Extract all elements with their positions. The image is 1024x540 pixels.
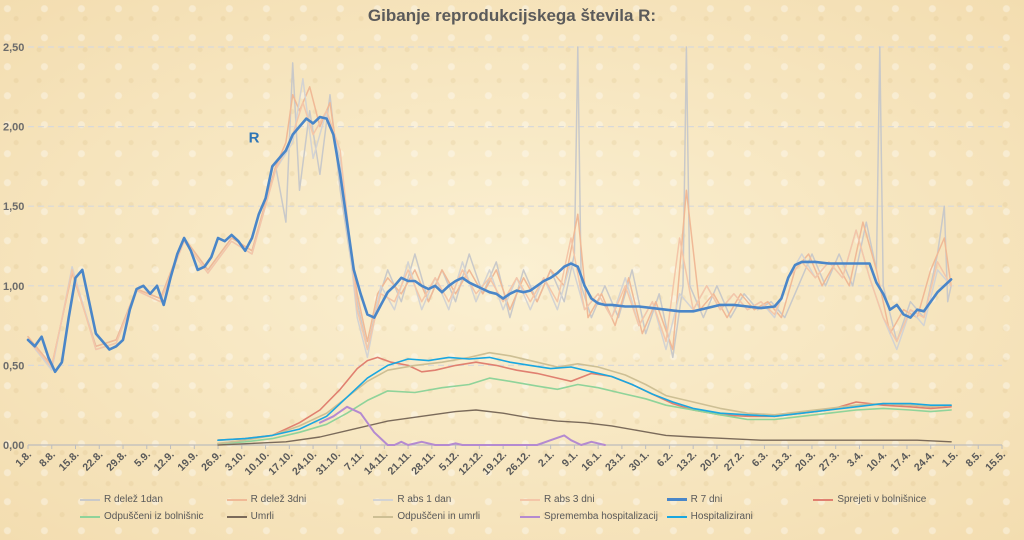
y-tick-label: 2,00	[3, 122, 24, 134]
legend-label: Sprememba hospitalizacij	[544, 511, 658, 522]
series-line	[318, 405, 606, 446]
x-tick-label: 22.8.	[80, 449, 105, 474]
x-tick-label: 28.11.	[409, 449, 438, 478]
legend-item: R abs 3 dni	[520, 494, 667, 505]
y-tick-label: 1,50	[3, 201, 24, 213]
legend-item: R 7 dni	[666, 494, 814, 505]
x-tick-label: 19.9.	[175, 449, 200, 474]
legend-item: Hospitalizirani	[666, 511, 814, 522]
x-tick-label: 12.12.	[456, 449, 485, 478]
r-annotation: R	[249, 130, 260, 147]
series-line	[27, 86, 952, 367]
legend-label: R 7 dni	[690, 494, 723, 505]
legend-swatch	[80, 498, 100, 501]
x-tick-label: 14.11.	[362, 449, 391, 478]
x-tick-label: 6.2.	[655, 449, 676, 470]
x-tick-label: 26.12.	[504, 449, 533, 478]
legend-label: R delež 1dan	[104, 494, 163, 505]
x-tick-label: 3.4.	[845, 449, 866, 470]
series-line	[27, 101, 952, 368]
legend-swatch	[80, 515, 100, 518]
legend-swatch	[226, 515, 247, 518]
x-tick-label: 8.8.	[37, 449, 58, 470]
x-tick-label: 16.1.	[579, 449, 604, 474]
chart-legend: R delež 1dan R delež 3dni R abs 1 dan R abs…	[80, 494, 960, 522]
y-tick-label: 0,50	[3, 360, 24, 372]
legend-label: R abs 3 dni	[544, 494, 595, 505]
x-tick-label: 19.12.	[480, 449, 509, 478]
x-tick-label: 2.1.	[536, 449, 557, 470]
legend-label: Odpuščeni in umrli	[397, 511, 481, 522]
legend-swatch	[520, 515, 540, 518]
legend-item: Sprememba hospitalizacij	[520, 511, 667, 522]
x-tick-label: 15.5.	[983, 449, 1008, 474]
legend-label: Odpuščeni iz bolnišnic	[104, 511, 204, 522]
x-tick-label: 13.2.	[674, 449, 699, 474]
legend-item: R abs 1 dan	[373, 494, 520, 505]
chart-title: Gibanje reprodukcijskega števila R:	[367, 6, 657, 25]
legend-swatch	[666, 498, 687, 501]
x-tick-label: 24.4.	[912, 449, 937, 474]
legend-item: R delež 3dni	[226, 494, 374, 505]
legend-label: R delež 3dni	[250, 494, 307, 505]
x-tick-label: 20.3.	[793, 449, 818, 474]
x-tick-label: 10.10.	[243, 449, 272, 478]
x-tick-label: 31.10.	[314, 449, 343, 478]
y-tick-label: 0,00	[3, 440, 24, 452]
legend-swatch	[373, 515, 394, 518]
legend-label: Sprejeti v bolnišnice	[837, 494, 927, 505]
legend-item: R delež 1dan	[80, 494, 227, 505]
x-tick-label: 27.2.	[722, 449, 747, 474]
x-tick-label: 8.5.	[963, 449, 984, 470]
legend-item: Sprejeti v bolnišnice	[813, 494, 960, 505]
legend-item: Odpuščeni in umrli	[373, 511, 520, 522]
y-tick-label: 2,50	[3, 42, 24, 54]
series-line	[217, 356, 952, 441]
x-tick-label: 6.3.	[750, 449, 771, 470]
legend-swatch	[226, 498, 247, 501]
series-line	[27, 46, 952, 370]
x-tick-label: 12.9.	[152, 449, 177, 474]
legend-label: R abs 1 dan	[397, 494, 452, 505]
series-line	[217, 351, 952, 445]
x-tick-label: 1.5.	[940, 449, 961, 470]
x-tick-label: 24.10.	[290, 449, 319, 478]
y-tick-label: 1,00	[3, 281, 24, 293]
x-tick-label: 9.1.	[560, 449, 581, 470]
legend-item: Odpuščeni iz bolnišnic	[80, 511, 227, 522]
legend-swatch	[520, 498, 540, 501]
x-tick-label: 10.4.	[864, 449, 889, 474]
legend-swatch	[813, 498, 834, 501]
legend-item: Umrli	[226, 511, 374, 522]
series-line	[217, 409, 952, 446]
x-tick-label: 29.8.	[104, 449, 129, 474]
legend-label: Hospitalizirani	[690, 511, 753, 522]
legend-swatch	[373, 498, 394, 501]
x-tick-label: 30.1.	[627, 449, 652, 474]
x-tick-label: 21.11.	[385, 449, 414, 478]
legend-label: Umrli	[250, 511, 274, 522]
x-tick-label: 17.10.	[266, 449, 295, 478]
x-tick-label: 15.8.	[57, 449, 82, 474]
x-tick-label: 23.1.	[603, 449, 628, 474]
x-tick-label: 17.4.	[888, 449, 913, 474]
x-tick-label: 26.9.	[199, 449, 224, 474]
legend-swatch	[666, 515, 687, 518]
series-line	[217, 377, 952, 445]
x-tick-label: 27.3.	[817, 449, 842, 474]
x-tick-label: 13.3.	[769, 449, 794, 474]
series-line	[27, 78, 952, 371]
x-tick-label: 5.9.	[132, 449, 153, 470]
series-line	[26, 115, 953, 374]
x-tick-label: 20.2.	[698, 449, 723, 474]
